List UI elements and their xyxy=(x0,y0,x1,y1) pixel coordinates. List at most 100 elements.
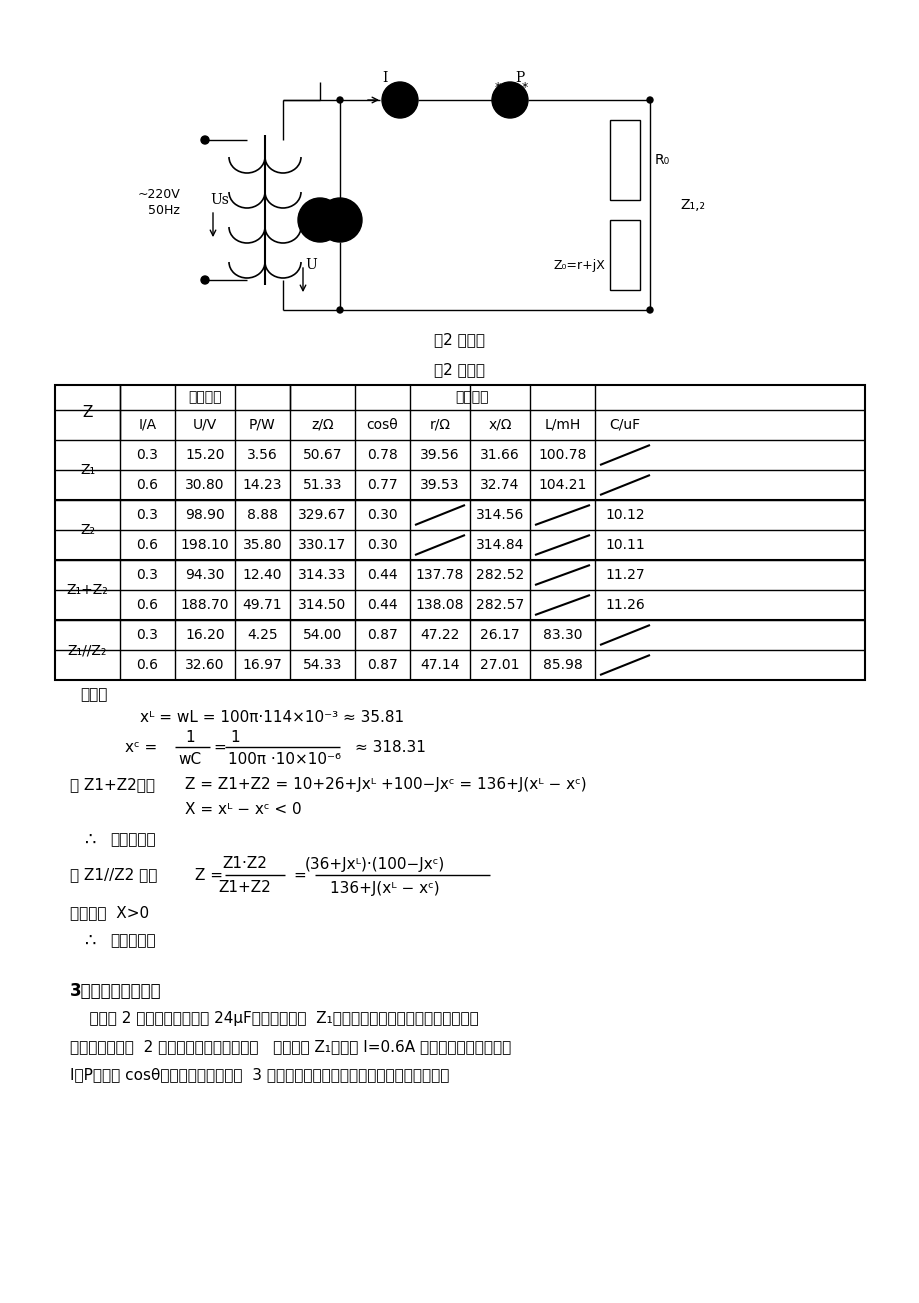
Text: R₀: R₀ xyxy=(654,152,669,167)
Bar xyxy=(609,120,640,199)
Text: 282.57: 282.57 xyxy=(475,598,524,612)
Text: 47.14: 47.14 xyxy=(420,658,460,672)
Text: 11.27: 11.27 xyxy=(605,568,644,582)
Text: Z₁,₂: Z₁,₂ xyxy=(679,198,704,212)
Text: 3、功率因数的改善: 3、功率因数的改善 xyxy=(70,982,162,999)
Text: 当 Z1+Z2时，: 当 Z1+Z2时， xyxy=(70,778,154,792)
Text: 算得最终  X>0: 算得最终 X>0 xyxy=(70,906,149,920)
Circle shape xyxy=(318,198,361,242)
Bar xyxy=(609,220,640,291)
Text: 0.6: 0.6 xyxy=(136,478,158,493)
Text: 11.26: 11.26 xyxy=(605,598,644,612)
Text: P/W: P/W xyxy=(249,418,276,433)
Text: 16.97: 16.97 xyxy=(243,658,282,672)
Text: 表2 三表法: 表2 三表法 xyxy=(434,362,485,378)
Text: xᴸ = wL = 100π·114×10⁻³ ≈ 35.81: xᴸ = wL = 100π·114×10⁻³ ≈ 35.81 xyxy=(140,710,403,724)
Text: 当 Z1//Z2 时，: 当 Z1//Z2 时， xyxy=(70,868,157,882)
Text: P: P xyxy=(504,93,516,107)
Text: U: U xyxy=(305,258,316,272)
Circle shape xyxy=(200,136,209,145)
Text: 98.90: 98.90 xyxy=(185,508,224,523)
Text: 16.20: 16.20 xyxy=(185,628,224,642)
Text: X = xᴸ − xᶜ < 0: X = xᴸ − xᶜ < 0 xyxy=(185,803,301,817)
Text: 188.70: 188.70 xyxy=(180,598,229,612)
Text: Z₁: Z₁ xyxy=(80,463,95,477)
Text: ∴: ∴ xyxy=(85,831,96,850)
Text: 10.11: 10.11 xyxy=(605,538,644,552)
Text: 30.80: 30.80 xyxy=(185,478,224,493)
Text: 329.67: 329.67 xyxy=(298,508,346,523)
Text: 198.10: 198.10 xyxy=(180,538,229,552)
Text: cosθ: cosθ xyxy=(367,418,398,433)
Text: 100π ·10×10⁻⁶: 100π ·10×10⁻⁶ xyxy=(228,752,341,766)
Text: 8.88: 8.88 xyxy=(246,508,278,523)
Text: 50Hz: 50Hz xyxy=(148,203,180,216)
Text: 15.20: 15.20 xyxy=(185,448,224,463)
Text: 32.60: 32.60 xyxy=(185,658,224,672)
Text: 仍按图 2 接线，并将电容（ 24μF）并联在负载  Z₁两端。首先调节单相自耦调压器，使: 仍按图 2 接线，并将电容（ 24μF）并联在负载 Z₁两端。首先调节单相自耦调… xyxy=(70,1011,478,1027)
Text: xᶜ =: xᶜ = xyxy=(125,740,157,754)
Text: 0.44: 0.44 xyxy=(367,598,397,612)
Text: 54.00: 54.00 xyxy=(302,628,342,642)
Text: 32.74: 32.74 xyxy=(480,478,519,493)
Text: z/Ω: z/Ω xyxy=(311,418,334,433)
Text: ≈ 318.31: ≈ 318.31 xyxy=(355,740,425,754)
Text: 1: 1 xyxy=(230,730,240,744)
Circle shape xyxy=(200,276,209,284)
Text: V: V xyxy=(334,211,346,228)
Circle shape xyxy=(336,308,343,313)
Text: I/A: I/A xyxy=(138,418,156,433)
Circle shape xyxy=(492,82,528,119)
Text: wC: wC xyxy=(178,752,201,766)
Text: Z₂: Z₂ xyxy=(80,523,95,537)
Text: 282.52: 282.52 xyxy=(475,568,524,582)
Text: 14.23: 14.23 xyxy=(243,478,282,493)
Text: P: P xyxy=(515,70,524,85)
Text: 27.01: 27.01 xyxy=(480,658,519,672)
Text: 12.40: 12.40 xyxy=(243,568,282,582)
Text: 0.3: 0.3 xyxy=(136,568,158,582)
Text: 47.22: 47.22 xyxy=(420,628,460,642)
Text: 分析：: 分析： xyxy=(80,688,108,702)
Text: 314.50: 314.50 xyxy=(298,598,346,612)
Text: 10.12: 10.12 xyxy=(605,508,644,523)
Text: V: V xyxy=(313,211,326,228)
Text: 314.33: 314.33 xyxy=(298,568,346,582)
Text: Z1·Z2: Z1·Z2 xyxy=(222,856,267,872)
Text: Z₁+Z₂: Z₁+Z₂ xyxy=(66,582,108,597)
Circle shape xyxy=(646,308,652,313)
Circle shape xyxy=(336,96,343,103)
Text: 94.30: 94.30 xyxy=(185,568,224,582)
Circle shape xyxy=(646,96,652,103)
Text: 0.87: 0.87 xyxy=(367,628,397,642)
Text: Z₁//Z₂: Z₁//Z₂ xyxy=(68,642,108,657)
Text: =: = xyxy=(213,740,226,754)
Text: Z1+Z2: Z1+Z2 xyxy=(219,881,271,895)
Text: 35.80: 35.80 xyxy=(243,538,282,552)
Text: Z₀=r+jX: Z₀=r+jX xyxy=(552,258,605,271)
Text: 0.6: 0.6 xyxy=(136,658,158,672)
Text: 85.98: 85.98 xyxy=(542,658,582,672)
Text: 31.66: 31.66 xyxy=(480,448,519,463)
Text: 测量参数: 测量参数 xyxy=(188,391,221,404)
Circle shape xyxy=(381,82,417,119)
Text: 3.56: 3.56 xyxy=(247,448,278,463)
Text: ~220V: ~220V xyxy=(137,189,180,202)
Text: (36+Jxᴸ)·(100−Jxᶜ): (36+Jxᴸ)·(100−Jxᶜ) xyxy=(304,856,445,872)
Text: Z =: Z = xyxy=(195,868,222,882)
Text: 4.25: 4.25 xyxy=(247,628,278,642)
Text: 计算参数: 计算参数 xyxy=(455,391,489,404)
Text: 138.08: 138.08 xyxy=(415,598,464,612)
Text: 39.56: 39.56 xyxy=(420,448,460,463)
Text: 0.3: 0.3 xyxy=(136,508,158,523)
Text: 136+J(xᴸ − xᶜ): 136+J(xᴸ − xᶜ) xyxy=(330,881,439,895)
Text: I: I xyxy=(382,70,387,85)
Text: r/Ω: r/Ω xyxy=(429,418,450,433)
Text: 0.87: 0.87 xyxy=(367,658,397,672)
Text: 51.33: 51.33 xyxy=(302,478,342,493)
Text: 39.53: 39.53 xyxy=(420,478,460,493)
Text: 1: 1 xyxy=(185,730,195,744)
Text: 0.44: 0.44 xyxy=(367,568,397,582)
Text: U/V: U/V xyxy=(193,418,217,433)
Text: 54.33: 54.33 xyxy=(302,658,342,672)
